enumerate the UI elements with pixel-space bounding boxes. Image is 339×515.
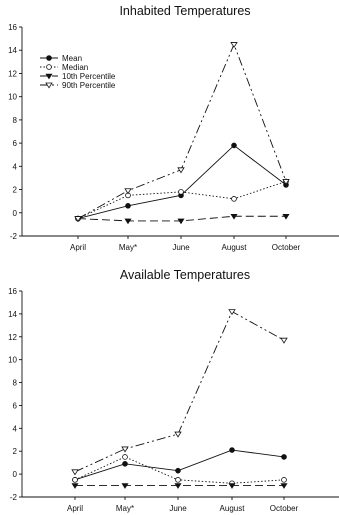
y-tick-label: 6 [13, 401, 18, 410]
data-point [230, 42, 238, 48]
x-tick-label: October [272, 243, 301, 252]
series-line [74, 449, 285, 481]
data-point [229, 447, 235, 453]
y-tick-label: -2 [10, 232, 18, 241]
y-tick-label: 12 [8, 333, 17, 342]
series-mean [75, 142, 289, 222]
data-point [122, 454, 128, 460]
series-90th-percentile [74, 42, 290, 223]
available-temperatures-chart: Available Temperatures -2 0 2 4 6 8 10 12 14 16 Ap… [8, 268, 339, 513]
y-tick-label: 4 [13, 424, 18, 433]
series-mean [72, 447, 287, 483]
data-point [280, 483, 288, 489]
data-point [46, 64, 52, 70]
data-point [282, 179, 290, 185]
series-line [77, 181, 287, 219]
y-tick-label: 14 [8, 310, 17, 319]
data-point [282, 213, 290, 220]
chart-title: Inhabited Temperatures [119, 4, 250, 18]
x-tick-label: June [172, 243, 190, 252]
data-point [177, 167, 185, 174]
series-10th-percentile [71, 483, 288, 489]
data-point [46, 55, 52, 61]
data-point [122, 461, 128, 467]
y-tick-label: 2 [13, 186, 18, 195]
data-point [174, 431, 182, 438]
data-point [230, 213, 238, 220]
data-point [125, 203, 131, 209]
inhabited-temperatures-chart: Inhabited Temperatures -2 0 2 4 6 8 10 12 14 16 Ap… [8, 4, 339, 252]
data-point [174, 483, 182, 489]
data-point [281, 454, 287, 460]
y-tick-label: 14 [8, 46, 17, 55]
data-point [280, 337, 288, 344]
data-point [175, 467, 181, 474]
y-tick-label: 16 [8, 287, 17, 296]
x-tick-label: October [270, 504, 299, 513]
series-line [74, 310, 285, 473]
series-line [77, 144, 287, 220]
y-tick-label: 0 [13, 470, 18, 479]
data-point [228, 309, 236, 316]
data-point [281, 477, 287, 483]
data-point [71, 469, 79, 476]
legend-label: Mean [62, 54, 82, 63]
y-tick-label: 6 [13, 139, 18, 148]
y-tick-label: -2 [10, 493, 18, 502]
data-point [178, 189, 184, 195]
data-point [231, 142, 237, 149]
data-point [74, 216, 82, 223]
data-point [72, 477, 78, 483]
y-tick-label: 10 [8, 93, 17, 102]
data-point [121, 446, 129, 453]
chart-title: Available Temperatures [120, 268, 250, 282]
y-tick-label: 4 [13, 162, 18, 171]
series-10th-percentile [74, 213, 290, 225]
y-tick-label: 16 [8, 23, 17, 32]
x-tick-label: August [222, 243, 248, 252]
data-point [121, 483, 129, 489]
x-tick-label: August [220, 504, 246, 513]
data-point [124, 218, 132, 225]
data-point [177, 218, 185, 225]
x-tick-label: April [67, 504, 83, 513]
legend-label: 10th Percentile [62, 72, 116, 81]
x-tick-label: May* [116, 504, 134, 513]
x-tick-label: May* [119, 243, 137, 252]
x-tick-label: June [169, 504, 187, 513]
data-point [45, 73, 53, 80]
data-point [124, 188, 132, 195]
y-tick-label: 0 [13, 209, 18, 218]
x-tick-label: April [70, 243, 86, 252]
y-tick-label: 8 [13, 116, 18, 125]
legend-label: Median [62, 63, 88, 72]
y-tick-label: 8 [13, 379, 18, 388]
y-tick-label: 12 [8, 69, 17, 78]
legend-label: 90th Percentile [62, 81, 116, 90]
data-point [175, 477, 181, 483]
series-90th-percentile [71, 309, 288, 476]
data-point [228, 483, 236, 489]
data-point [231, 196, 237, 202]
data-point [71, 483, 79, 489]
y-tick-label: 2 [13, 447, 18, 456]
data-point [45, 82, 53, 89]
y-tick-label: 10 [8, 356, 17, 365]
series-median [75, 178, 289, 222]
